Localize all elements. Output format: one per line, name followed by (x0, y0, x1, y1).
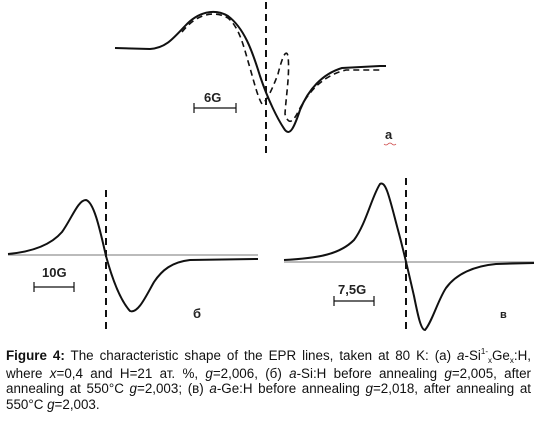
panel-b: 10G б (7, 190, 259, 330)
panel-c-label: в (500, 309, 507, 321)
caption-lead: Figure 4: (6, 348, 65, 363)
panel-c-scale-label: 7,5G (338, 282, 366, 297)
panel-a-label: a (385, 127, 393, 142)
panel-c: 7,5G в (283, 178, 535, 332)
panel-a-scale-label: 6G (204, 90, 221, 105)
panel-a-scale-bar (193, 103, 237, 113)
panel-b-scale-bar (33, 282, 75, 292)
panel-a: 6G a (114, 2, 397, 155)
panel-c-curve (283, 182, 535, 332)
panel-c-scale-bar (333, 296, 375, 306)
panel-b-curve (7, 198, 259, 313)
figure-caption: Figure 4: The characteristic shape of th… (6, 347, 531, 412)
panel-a-dashed-curve (181, 13, 380, 123)
panel-b-scale-label: 10G (42, 265, 67, 280)
panel-b-label: б (193, 306, 201, 321)
panel-a-label-underline (383, 142, 397, 146)
